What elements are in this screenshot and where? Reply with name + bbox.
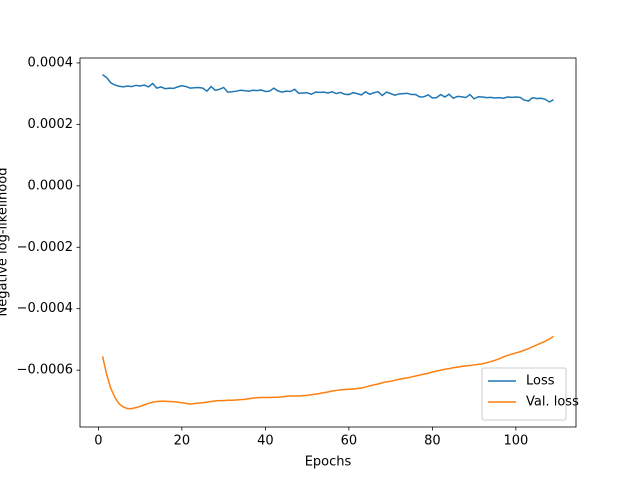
x-tick-label: 60 [341, 434, 358, 449]
y-tick-label: −0.0002 [17, 240, 73, 255]
line-series [101, 335, 554, 410]
y-tick-label: 0.0004 [28, 55, 74, 70]
x-axis-label: Epochs [305, 455, 352, 470]
legend-label: Val. loss [526, 395, 579, 410]
y-tick-label: −0.0006 [17, 363, 73, 378]
x-tick-label: 0 [94, 434, 102, 449]
y-axis-label: Negative log-likelihood [0, 168, 11, 317]
x-tick-label: 80 [424, 434, 441, 449]
y-tick-label: 0.0002 [28, 117, 74, 132]
y-tick-label: −0.0004 [17, 301, 73, 316]
plot-frame [79, 57, 577, 428]
x-tick-label: 40 [257, 434, 274, 449]
y-tick-label: 0.0000 [28, 178, 74, 193]
legend-label: Loss [526, 374, 555, 389]
x-tick-label: 20 [174, 434, 191, 449]
x-tick-label: 100 [503, 434, 528, 449]
line-series [102, 73, 554, 103]
